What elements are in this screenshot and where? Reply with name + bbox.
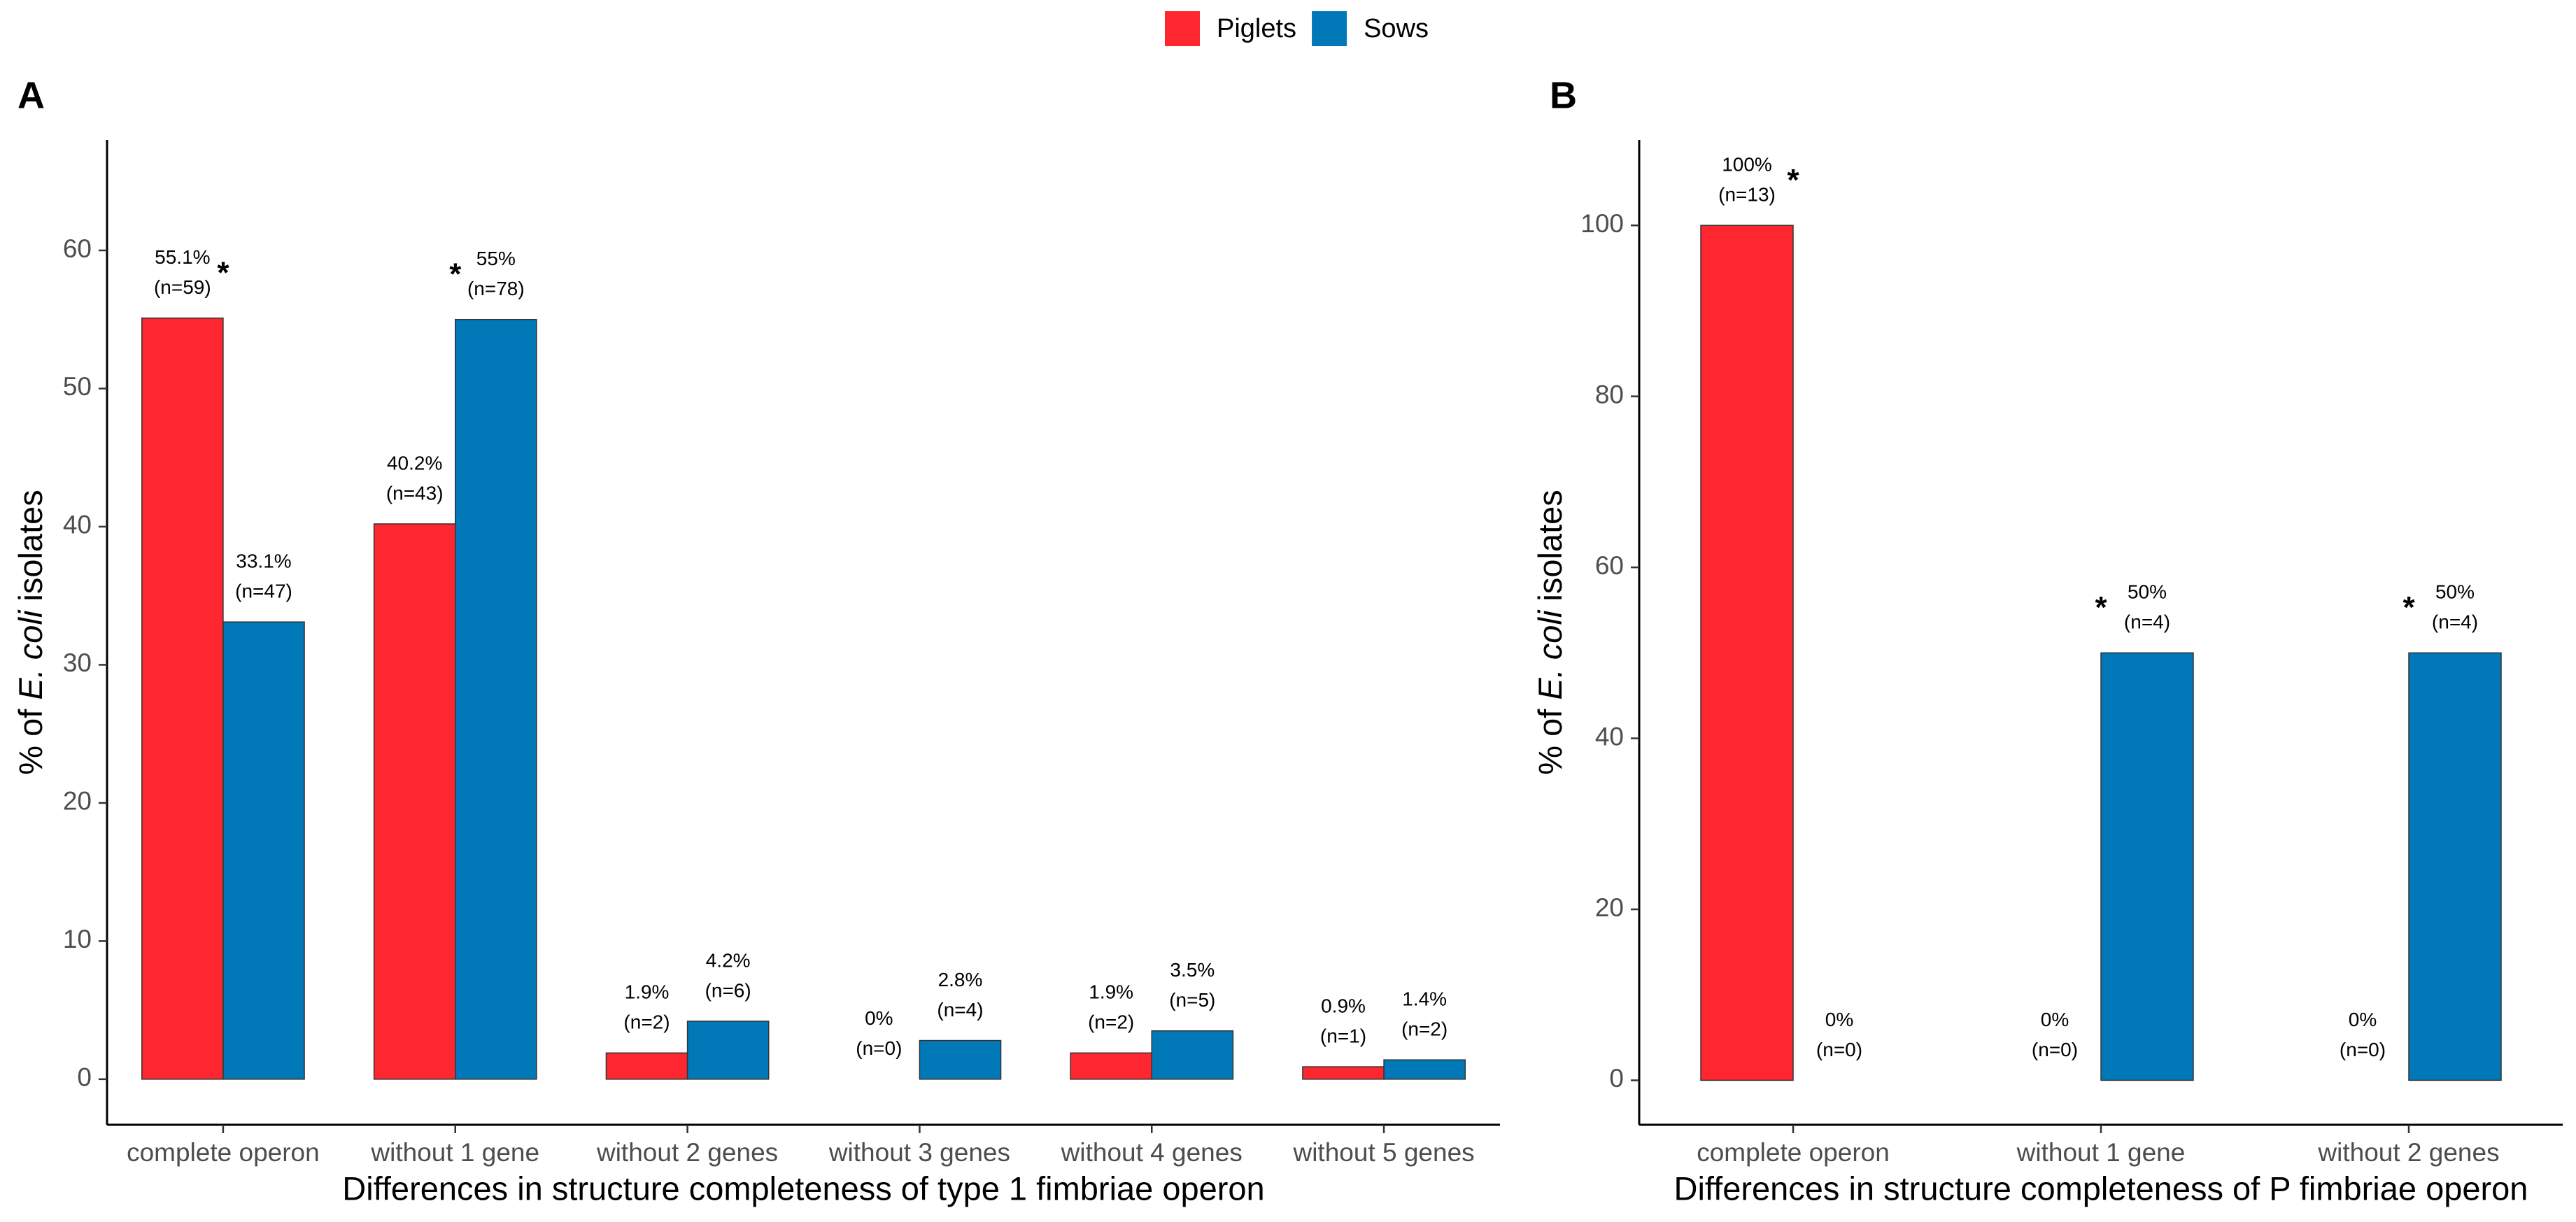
- bar: [919, 1039, 1002, 1080]
- bar: [222, 621, 305, 1080]
- count-label: (n=0): [1816, 1039, 1862, 1060]
- value-label: 0%: [1825, 1009, 1853, 1030]
- bar: [1700, 225, 1794, 1081]
- count-label: (n=5): [1169, 989, 1215, 1011]
- y-tick-label: 40: [1595, 722, 1624, 751]
- count-label: (n=0): [2340, 1039, 2386, 1060]
- y-axis-title-part: E. coli: [1531, 609, 1569, 700]
- bar: [373, 523, 456, 1080]
- y-tick-label: 60: [1595, 551, 1624, 580]
- count-label: (n=2): [1088, 1011, 1134, 1033]
- value-label: 33.1%: [236, 550, 291, 572]
- bar: [1383, 1059, 1466, 1080]
- y-axis-title: % of E. coli isolates: [1531, 490, 1569, 775]
- value-label: 1.9%: [625, 981, 670, 1003]
- value-label: 3.5%: [1170, 959, 1215, 981]
- value-label: 55.1%: [155, 246, 210, 268]
- count-label: (n=4): [937, 999, 983, 1021]
- legend-swatch: [1312, 11, 1347, 46]
- bar: [141, 317, 224, 1080]
- count-label: (n=4): [2432, 611, 2478, 633]
- bar: [1302, 1066, 1385, 1080]
- y-tick-label: 0: [1609, 1064, 1624, 1093]
- value-label: 100%: [1722, 154, 1772, 176]
- x-tick-label: without 2 genes: [596, 1138, 778, 1167]
- significance-marker: *: [449, 257, 462, 291]
- y-tick-label: 50: [63, 372, 92, 401]
- count-label: (n=1): [1320, 1025, 1366, 1046]
- value-label: 40.2%: [387, 452, 442, 474]
- y-tick-label: 30: [63, 648, 92, 677]
- count-label: (n=13): [1718, 184, 1776, 206]
- y-axis-title-part: isolates: [1531, 490, 1569, 610]
- value-label: 50%: [2435, 581, 2475, 603]
- x-tick-label: complete operon: [1697, 1138, 1890, 1167]
- legend-swatch: [1165, 11, 1200, 46]
- y-axis-title: % of E. coli isolates: [12, 490, 49, 775]
- significance-marker: *: [217, 255, 229, 290]
- x-axis-title: Differences in structure completeness of…: [1674, 1170, 2528, 1207]
- y-tick-label: 40: [63, 511, 92, 539]
- count-label: (n=59): [154, 276, 211, 298]
- x-tick-label: complete operon: [127, 1138, 320, 1167]
- bar: [2408, 652, 2502, 1081]
- x-tick-label: without 1 gene: [370, 1138, 539, 1167]
- y-axis-title-part: % of: [1531, 700, 1569, 775]
- panel-label: A: [17, 74, 45, 116]
- x-tick-label: without 1 gene: [2016, 1138, 2186, 1167]
- bar: [605, 1052, 688, 1080]
- y-axis-title-part: isolates: [12, 490, 49, 610]
- count-label: (n=0): [856, 1037, 902, 1059]
- x-tick-label: without 4 genes: [1061, 1138, 1243, 1167]
- panel-label: B: [1550, 74, 1577, 116]
- value-label: 0%: [2349, 1009, 2377, 1030]
- significance-marker: *: [2402, 590, 2415, 625]
- value-label: 0.9%: [1321, 995, 1366, 1016]
- x-tick-label: without 2 genes: [2317, 1138, 2499, 1167]
- value-label: 2.8%: [938, 969, 983, 990]
- value-label: 4.2%: [706, 949, 751, 971]
- value-label: 1.9%: [1089, 981, 1133, 1003]
- bar: [1070, 1052, 1152, 1080]
- count-label: (n=2): [623, 1011, 670, 1033]
- count-label: (n=78): [467, 278, 525, 299]
- x-tick-label: without 5 genes: [1292, 1138, 1474, 1167]
- bar: [1151, 1030, 1234, 1080]
- y-axis-title-part: % of: [12, 700, 49, 775]
- count-label: (n=6): [705, 979, 751, 1001]
- significance-marker: *: [2095, 590, 2107, 625]
- y-axis-title-part: E. coli: [12, 609, 49, 700]
- y-tick-label: 100: [1580, 209, 1624, 238]
- value-label: 55%: [476, 248, 516, 269]
- significance-marker: *: [1787, 163, 1799, 197]
- x-axis-title: Differences in structure completeness of…: [342, 1170, 1264, 1207]
- y-tick-label: 20: [63, 787, 92, 816]
- bar: [2100, 652, 2194, 1081]
- legend-label: Piglets: [1217, 14, 1296, 43]
- count-label: (n=4): [2124, 611, 2170, 633]
- legend-label: Sows: [1364, 14, 1429, 43]
- value-label: 1.4%: [1402, 988, 1447, 1010]
- bar: [455, 318, 537, 1080]
- y-tick-label: 60: [63, 234, 92, 263]
- count-label: (n=47): [235, 581, 292, 602]
- value-label: 50%: [2128, 581, 2167, 603]
- y-tick-label: 10: [63, 925, 92, 953]
- x-tick-label: without 3 genes: [828, 1138, 1010, 1167]
- value-label: 0%: [865, 1007, 893, 1029]
- value-label: 0%: [2041, 1009, 2069, 1030]
- count-label: (n=43): [386, 482, 444, 504]
- count-label: (n=2): [1401, 1018, 1448, 1040]
- count-label: (n=0): [2032, 1039, 2078, 1060]
- y-tick-label: 80: [1595, 380, 1624, 408]
- y-tick-label: 0: [77, 1063, 92, 1092]
- y-tick-label: 20: [1595, 893, 1624, 922]
- bar: [686, 1021, 770, 1080]
